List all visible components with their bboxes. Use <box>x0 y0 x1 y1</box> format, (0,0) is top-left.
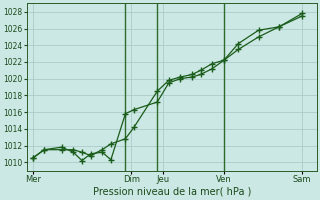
X-axis label: Pression niveau de la mer( hPa ): Pression niveau de la mer( hPa ) <box>92 187 251 197</box>
